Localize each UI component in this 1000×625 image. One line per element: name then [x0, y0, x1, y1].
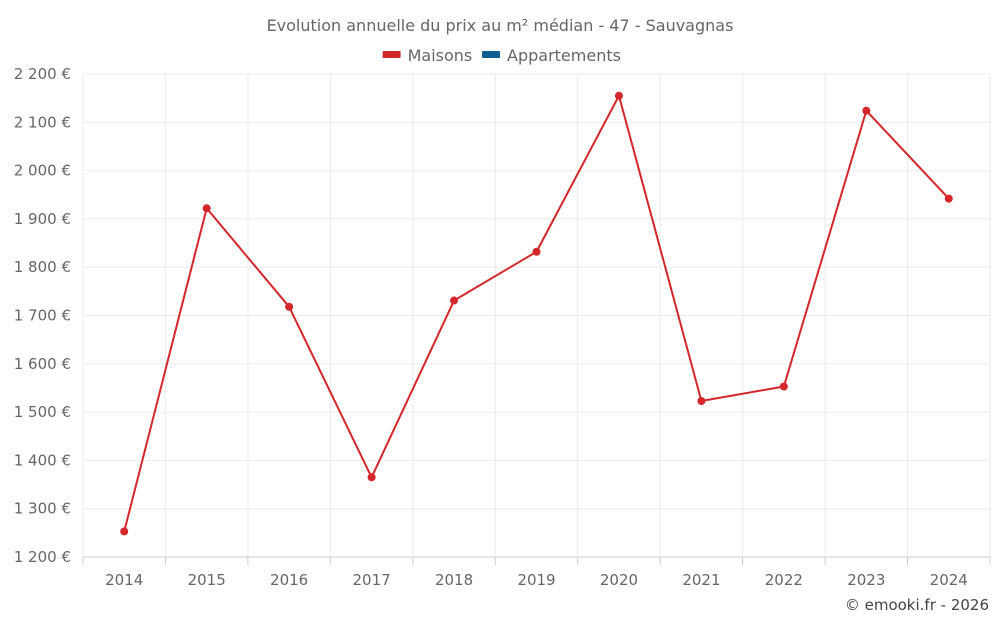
series-group [120, 91, 953, 536]
x-tick-label: 2016 [270, 571, 308, 589]
x-axis: 2014 2015 2016 2017 2018 2019 2020 2021 2022 2023… [82, 557, 991, 589]
data-point [532, 247, 541, 256]
chart-title: Evolution annuelle du prix au m² médian … [267, 16, 734, 35]
legend-swatch [482, 51, 500, 58]
x-tick-label: 2020 [600, 571, 638, 589]
y-tick-label: 1 300 € [14, 500, 71, 518]
y-tick-label: 1 600 € [14, 355, 71, 373]
y-tick-label: 1 700 € [14, 307, 71, 325]
legend-label: Maisons [408, 46, 473, 65]
data-point [614, 91, 623, 100]
data-point [779, 382, 788, 391]
data-point [697, 396, 706, 405]
data-point [285, 302, 294, 311]
legend-swatch [382, 51, 401, 58]
x-tick-label: 2022 [765, 571, 803, 589]
x-tick-label: 2014 [105, 571, 143, 589]
x-tick-label: 2019 [517, 571, 555, 589]
data-point [120, 527, 129, 536]
x-tick-label: 2023 [847, 571, 885, 589]
legend-label: Appartements [507, 46, 621, 65]
grid [82, 73, 991, 558]
y-tick-label: 1 500 € [14, 403, 71, 421]
data-point [202, 204, 211, 213]
data-point [367, 473, 376, 482]
x-tick-label: 2018 [435, 571, 473, 589]
data-point [944, 194, 953, 203]
y-tick-label: 1 400 € [14, 451, 71, 469]
x-tick-label: 2024 [930, 571, 968, 589]
y-tick-label: 2 000 € [14, 162, 71, 180]
y-tick-label: 1 200 € [14, 548, 71, 566]
y-tick-label: 2 100 € [14, 113, 71, 131]
x-tick-label: 2021 [682, 571, 720, 589]
y-tick-label: 1 900 € [14, 210, 71, 228]
credit-text: © emooki.fr - 2026 [845, 596, 989, 614]
legend-item-0: Maisons [382, 46, 473, 65]
data-point [450, 296, 459, 305]
y-axis: 1 200 € 1 300 € 1 400 € 1 500 € 1 600 € 1 700… [14, 65, 71, 566]
x-tick-label: 2015 [188, 571, 226, 589]
x-tick-label: 2017 [352, 571, 390, 589]
legend: Maisons Appartements [382, 46, 621, 65]
data-point [862, 106, 871, 115]
y-tick-label: 2 200 € [14, 65, 71, 83]
legend-item-1: Appartements [482, 46, 621, 65]
y-tick-label: 1 800 € [14, 258, 71, 276]
